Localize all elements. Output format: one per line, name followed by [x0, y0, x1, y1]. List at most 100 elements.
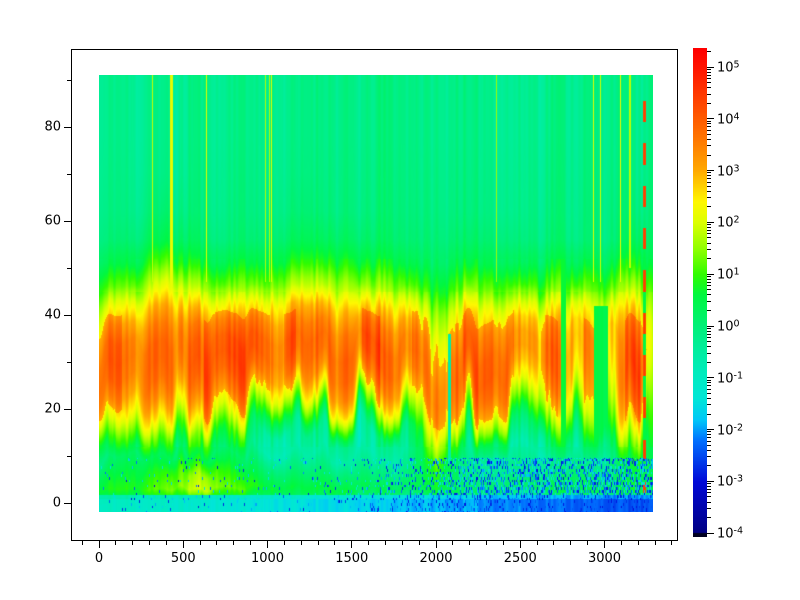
colorbar-minor-tick — [707, 185, 711, 187]
colorbar-minor-tick — [707, 123, 711, 125]
x-tick — [604, 541, 605, 548]
colorbar-minor-tick — [707, 456, 711, 458]
colorbar-minor-tick — [707, 242, 711, 244]
colorbar-minor-tick — [707, 496, 711, 498]
colorbar-minor-tick — [707, 281, 711, 283]
x-tick-label: 500 — [170, 551, 196, 566]
x-minor-tick — [115, 541, 117, 545]
x-minor-tick — [317, 541, 319, 545]
colorbar-minor-tick — [707, 102, 711, 104]
colorbar-tick — [707, 532, 714, 534]
colorbar-minor-tick — [707, 233, 711, 235]
x-minor-tick — [334, 541, 336, 545]
colorbar-minor-tick — [707, 126, 711, 128]
y-tick — [64, 220, 71, 222]
colorbar-tick-label: 10-2 — [717, 421, 743, 438]
x-tick-label: 3000 — [587, 551, 622, 566]
colorbar-minor-tick — [707, 444, 711, 446]
colorbar-label-base: 10 — [717, 112, 734, 128]
colorbar-minor-tick — [707, 276, 711, 278]
colorbar-minor-tick — [707, 330, 711, 332]
colorbar-tick — [707, 273, 714, 275]
colorbar-tick-label: 104 — [717, 110, 740, 127]
colorbar-minor-tick — [707, 74, 711, 76]
colorbar-label-exponent: 5 — [733, 59, 740, 71]
x-tick — [351, 541, 353, 548]
colorbar-minor-tick — [707, 77, 711, 79]
colorbar-minor-tick — [707, 294, 711, 296]
colorbar-minor-tick — [707, 181, 711, 183]
colorbar-minor-tick — [707, 388, 711, 390]
colorbar-label-base: 10 — [717, 423, 734, 439]
colorbar-tick-label: 100 — [717, 317, 740, 334]
colorbar-label-exponent: -4 — [733, 525, 744, 537]
colorbar-tick — [707, 377, 714, 379]
colorbar-label-exponent: 1 — [733, 266, 740, 278]
colorbar-minor-tick — [707, 449, 711, 451]
x-minor-tick — [368, 541, 370, 545]
colorbar-minor-tick — [707, 346, 711, 348]
heatmap-image — [99, 75, 653, 512]
colorbar-tick — [707, 221, 714, 223]
colorbar-minor-tick — [707, 485, 711, 487]
x-minor-tick — [486, 541, 488, 545]
colorbar-minor-tick — [707, 145, 711, 147]
x-minor-tick — [620, 541, 622, 545]
colorbar-tick — [707, 170, 714, 172]
colorbar-tick-label: 10-1 — [717, 369, 743, 386]
colorbar — [693, 48, 707, 537]
colorbar-minor-tick — [707, 333, 711, 335]
colorbar-tick — [707, 325, 714, 327]
x-tick — [435, 541, 437, 548]
colorbar-label-base: 10 — [717, 60, 734, 76]
colorbar-minor-tick — [707, 190, 711, 192]
colorbar-minor-tick — [707, 437, 711, 439]
x-minor-tick — [250, 541, 252, 545]
x-minor-tick — [233, 541, 235, 545]
colorbar-minor-tick — [707, 492, 711, 494]
colorbar-minor-tick — [707, 197, 711, 199]
y-tick-label: 80 — [44, 119, 61, 135]
colorbar-minor-tick — [707, 465, 711, 467]
colorbar-minor-tick — [707, 404, 711, 406]
colorbar-label-base: 10 — [717, 526, 734, 542]
y-tick-label: 20 — [44, 401, 61, 417]
colorbar-tick — [707, 66, 714, 68]
colorbar-minor-tick — [707, 483, 711, 485]
y-minor-tick — [67, 361, 71, 363]
colorbar-minor-tick — [707, 93, 711, 95]
colorbar-minor-tick — [707, 327, 711, 329]
x-tick-label: 0 — [94, 551, 104, 566]
colorbar-minor-tick — [707, 178, 711, 180]
x-minor-tick — [216, 541, 218, 545]
colorbar-minor-tick — [707, 229, 711, 231]
colorbar-label-base: 10 — [717, 164, 734, 180]
colorbar-label-exponent: -3 — [733, 473, 744, 485]
colorbar-minor-tick — [707, 87, 711, 89]
colorbar-label-base: 10 — [717, 475, 734, 491]
colorbar-label-base: 10 — [717, 216, 734, 232]
colorbar-minor-tick — [707, 224, 711, 226]
colorbar-tick-label: 10-3 — [717, 473, 743, 490]
colorbar-minor-tick — [707, 68, 711, 70]
x-minor-tick — [384, 541, 386, 545]
x-tick — [182, 541, 184, 548]
colorbar-minor-tick — [707, 133, 711, 135]
colorbar-tick-label: 102 — [717, 214, 740, 231]
x-tick-label: 2000 — [419, 551, 453, 566]
x-minor-tick — [300, 541, 302, 545]
y-tick — [64, 126, 71, 128]
colorbar-tick — [707, 429, 714, 431]
colorbar-minor-tick — [707, 172, 711, 174]
colorbar-minor-tick — [707, 517, 711, 519]
x-minor-tick — [165, 541, 167, 545]
y-minor-tick — [67, 267, 71, 269]
y-tick — [64, 408, 71, 410]
colorbar-label-base: 10 — [717, 267, 734, 283]
x-minor-tick — [671, 541, 673, 545]
colorbar-minor-tick — [707, 385, 711, 387]
x-minor-tick — [570, 541, 572, 545]
x-tick-label: 2500 — [503, 551, 537, 566]
x-minor-tick — [418, 541, 420, 545]
colorbar-minor-tick — [707, 382, 711, 384]
